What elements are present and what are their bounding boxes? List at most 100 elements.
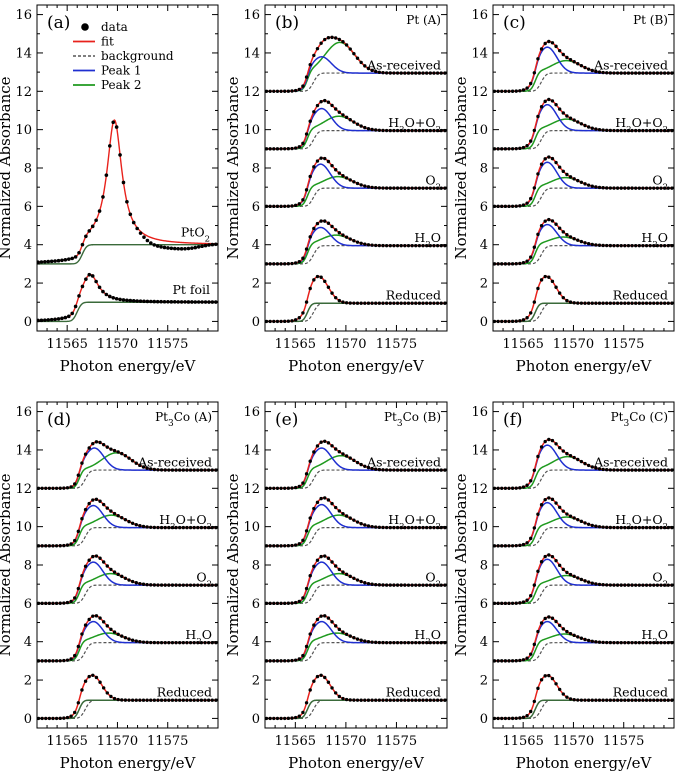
data-point [644,698,649,702]
data-point [572,516,576,520]
data-point [597,525,602,529]
data-point [268,544,272,548]
data-point [576,178,580,183]
data-point [514,716,518,720]
sample-label-subscript: 3 [624,419,630,429]
data-point [644,71,649,75]
data-point [568,514,573,518]
data-point [500,601,504,606]
data-point [286,716,291,721]
cond-subscript: 2 [436,125,441,135]
data-point [615,583,620,587]
data-point [333,107,338,111]
data-point [583,461,587,466]
data-point [435,583,440,587]
cond-subscript: 2 [663,579,668,589]
data-point [406,583,411,587]
data-point [188,640,193,645]
data-point [586,183,591,187]
data-point [666,698,670,702]
data-point [348,47,352,51]
plot-area [37,440,218,721]
data-point [655,468,660,472]
data-point [333,36,338,40]
data-point [333,505,338,510]
cond-part: O+O [632,512,663,527]
data-point [355,240,360,244]
sample-label-base: Pt [384,410,397,424]
ref-label-base: PtO [181,225,205,240]
data-point [159,583,164,587]
data-point [641,243,645,248]
data-point [503,89,508,93]
step-line [265,699,447,720]
plot-area [493,437,674,721]
data-point [283,659,287,663]
condition-label: H2O+O2 [159,512,212,532]
x-tick-label: 11570 [325,337,366,352]
cond-subscript: 2 [436,579,441,589]
data-point [275,601,280,606]
data-point [91,441,95,446]
y-tick-label: 8 [252,559,260,574]
condition-label: O2 [652,569,668,589]
data-point [406,243,411,248]
data-point [315,103,320,108]
data-point [561,169,565,174]
data-point [644,301,649,305]
data-point [510,716,515,721]
data-point [557,291,562,295]
data-point [507,601,511,606]
data-point [500,659,504,663]
ref-data-point [176,246,180,251]
data-point [381,186,385,190]
data-point [608,243,613,248]
data-point [605,698,609,702]
y-tick-label: 8 [24,162,32,177]
cond-subscript: 2 [626,125,631,135]
data-point [403,640,407,645]
cond-part: H [641,230,652,245]
data-point [377,301,382,305]
data-point [283,319,287,324]
data-point [279,659,283,663]
data-point [333,168,338,172]
data-point [341,696,345,701]
data-point [586,698,591,702]
data-point [87,674,91,679]
data-point [626,186,631,190]
x-axis-title: Photon energy/eV [288,357,425,375]
data-point [579,122,584,126]
data-point [590,68,594,73]
data-point [290,601,294,605]
data-point [134,581,138,585]
background-line [493,187,674,207]
data-point [432,468,436,472]
ref-data-point [77,250,81,255]
data-point [366,465,371,470]
data-point [80,461,84,465]
data-point [377,583,382,587]
data-point [377,467,382,472]
data-point [156,468,160,472]
data-point [406,186,411,190]
data-point [83,623,88,627]
data-point [518,486,522,490]
data-point [363,639,367,643]
data-point [73,710,77,715]
data-point [525,143,529,148]
data-point [363,301,367,305]
cond-part: O [202,627,212,642]
data-point [568,300,573,304]
ref-data-point [142,235,146,239]
data-point [308,632,312,636]
data-point [633,525,638,530]
data-point [583,182,587,186]
data-point [312,110,316,114]
background-line [493,245,674,265]
data-point [286,319,291,323]
cond-subscript: 2 [663,182,668,192]
data-point [648,71,652,75]
data-point [626,301,631,305]
ref-data-point [56,258,61,263]
